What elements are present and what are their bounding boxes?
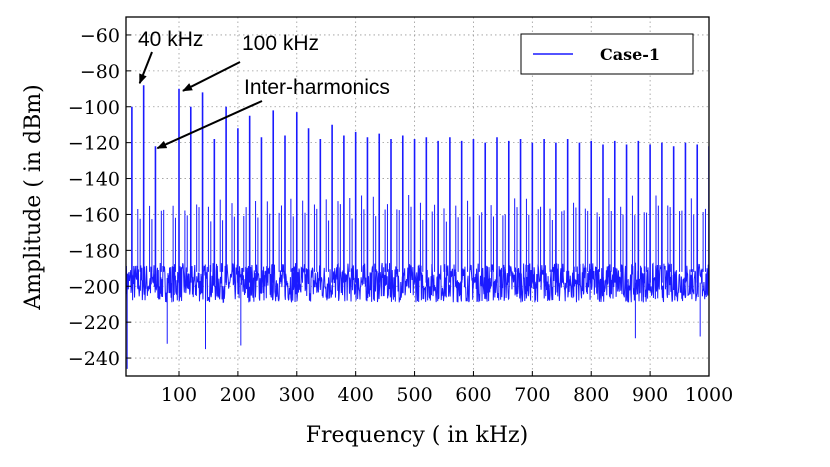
- annotation-40khz-arrow: [138, 51, 153, 85]
- x-tick-label: 300: [279, 384, 315, 406]
- x-tick-label: 400: [338, 384, 374, 406]
- y-tick-label: −200: [68, 276, 120, 298]
- plot-frame: [125, 16, 710, 377]
- axis-ticks: 100 200 300 400 500 600 700 800 900 1000 −60 −80 −10…: [68, 25, 733, 406]
- legend: Case-1: [520, 33, 694, 75]
- y-tick-label: −160: [68, 204, 120, 226]
- annotation-100khz: 100 kHz: [242, 32, 319, 55]
- y-tick-label: −120: [68, 133, 120, 155]
- annotations: 40 kHz 100 kHz Inter-harmonics: [138, 28, 390, 150]
- x-tick-label: 100: [161, 384, 197, 406]
- series-case-1: [126, 85, 709, 369]
- x-tick-label: 1000: [685, 384, 733, 406]
- y-tick-label: −220: [68, 312, 120, 334]
- x-tick-label: 900: [632, 384, 668, 406]
- y-tick-label: −80: [80, 61, 120, 83]
- annotation-inter-harmonics-arrow: [156, 100, 263, 150]
- annotation-inter-harmonics: Inter-harmonics: [244, 76, 390, 99]
- x-axis-label: Frequency ( in kHz): [306, 423, 528, 448]
- x-tick-label: 200: [220, 384, 256, 406]
- legend-label: Case-1: [600, 45, 660, 64]
- annotation-100khz-arrow: [182, 61, 241, 92]
- spectrum-trace: [126, 194, 709, 369]
- x-tick-label: 800: [573, 384, 609, 406]
- x-tick-label: 500: [396, 384, 432, 406]
- annotation-40khz: 40 kHz: [138, 28, 203, 51]
- y-tick-label: −180: [68, 240, 120, 262]
- y-axis-label: Amplitude ( in dBm): [21, 84, 46, 310]
- y-tick-label: −100: [68, 97, 120, 119]
- x-tick-label: 700: [514, 384, 550, 406]
- plot-area: [126, 17, 709, 376]
- y-tick-label: −240: [68, 348, 120, 370]
- y-tick-label: −60: [80, 25, 120, 47]
- x-tick-label: 600: [455, 384, 491, 406]
- y-tick-label: −140: [68, 169, 120, 191]
